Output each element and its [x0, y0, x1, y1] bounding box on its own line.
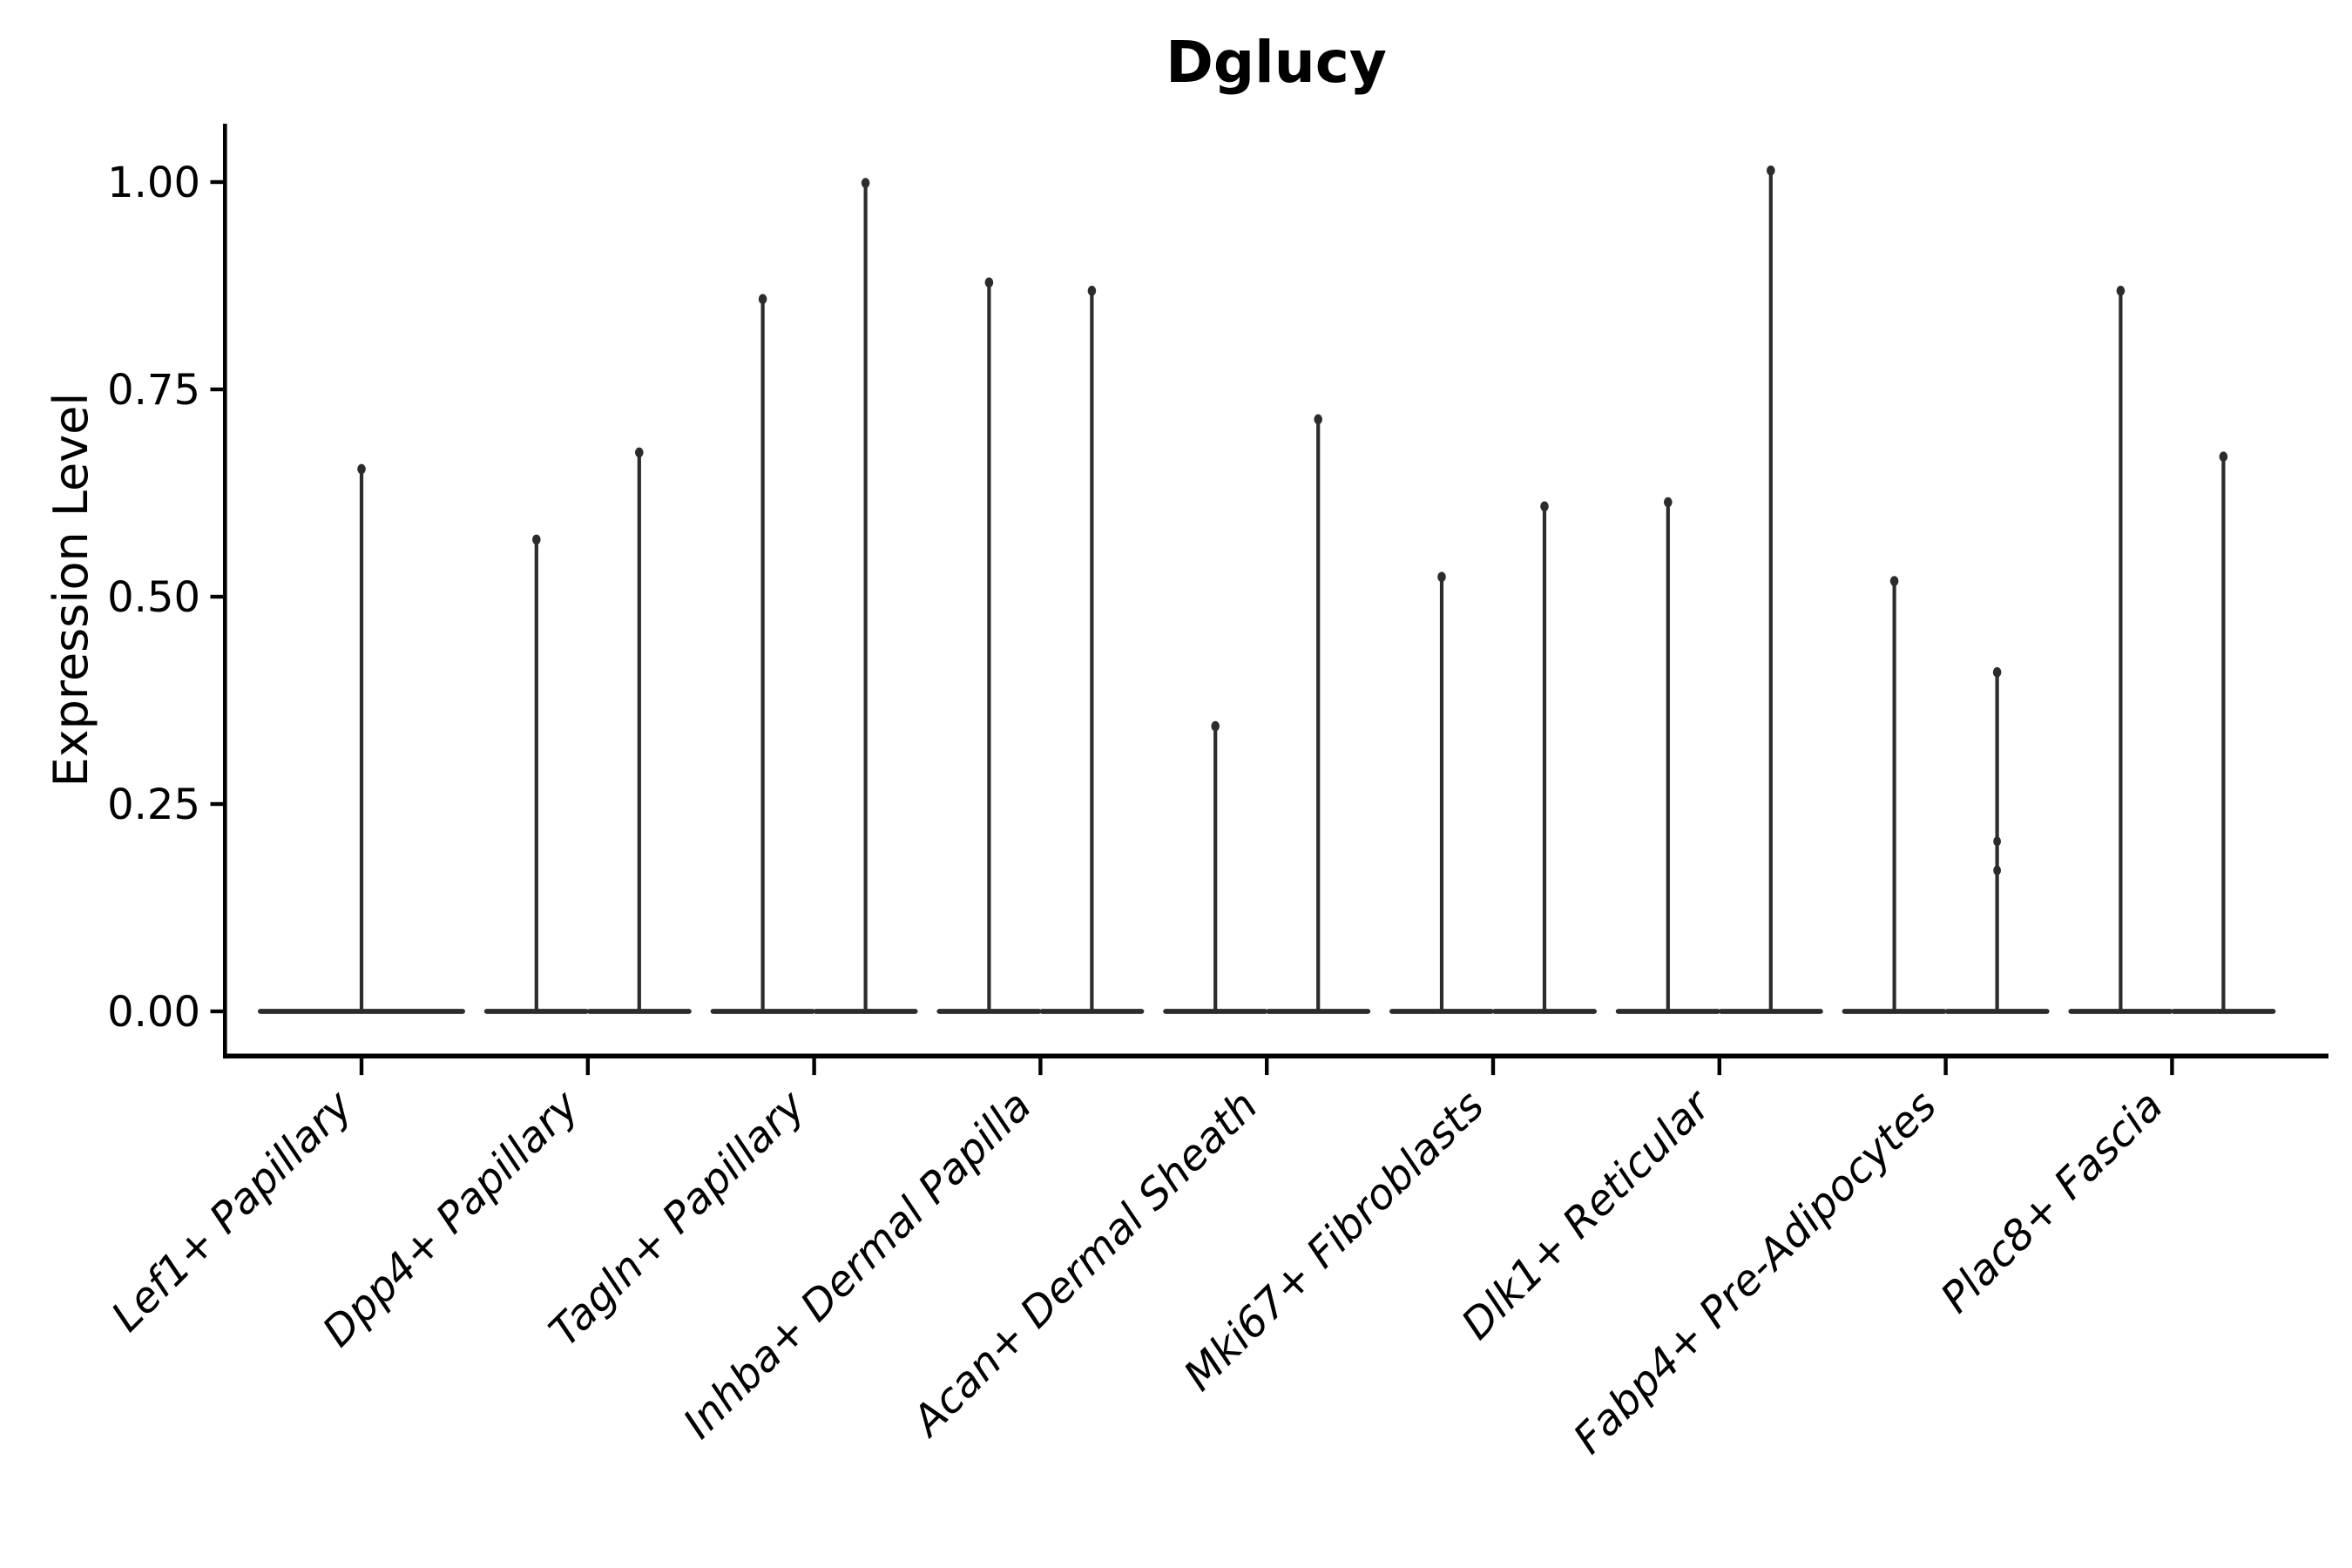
y-tick	[210, 1009, 224, 1014]
x-tick-label: Fabp4+ Pre-Adipocytes	[1565, 1081, 1947, 1463]
violin-spike	[2119, 288, 2123, 1011]
violin-spike	[1892, 578, 1896, 1011]
y-axis-spine	[223, 124, 227, 1059]
violin-spike-tip	[1664, 497, 1673, 508]
violin-spike	[1666, 499, 1670, 1011]
violin-spike-tip	[1437, 571, 1446, 583]
violin-spike-tip	[357, 463, 366, 475]
violin-spike-tip	[1087, 286, 1097, 296]
x-tick-label: Lef1+ Papillary	[102, 1081, 362, 1342]
violin-spike	[1768, 167, 1773, 1011]
violin-spike-tip	[2116, 286, 2126, 296]
violin-spike	[359, 466, 364, 1011]
violin-spike-tip	[1211, 720, 1220, 732]
x-tick-label: Dlk1+ Reticular	[1452, 1079, 1722, 1349]
violin-spike-tip	[1314, 414, 1322, 425]
violin-spike	[1542, 504, 1547, 1011]
y-tick	[210, 594, 224, 599]
violin-spike	[1213, 723, 1218, 1011]
y-tick-label: 0.00	[107, 988, 200, 1037]
x-tick	[359, 1058, 364, 1076]
x-axis-spine	[223, 1053, 2328, 1059]
violin-spike-tip	[532, 534, 541, 545]
violin-spike	[863, 180, 868, 1012]
y-tick-label: 0.25	[107, 781, 200, 829]
violin-spike	[2221, 454, 2226, 1011]
violin-spike	[1439, 574, 1444, 1011]
violin-spike	[534, 537, 538, 1011]
violin-spike-tip	[635, 447, 644, 458]
violin-spike-tip	[861, 178, 870, 188]
y-tick-label: 1.00	[107, 159, 200, 207]
y-tick-label: 0.50	[107, 573, 200, 622]
violin-spike-tip	[984, 277, 994, 288]
y-tick	[210, 179, 224, 185]
violin-density-bump	[1993, 836, 2002, 847]
x-tick	[1038, 1058, 1043, 1076]
x-tick	[1265, 1058, 1269, 1076]
violin-spike-tip	[758, 294, 767, 305]
violin-spike	[1316, 416, 1321, 1011]
x-tick	[585, 1058, 590, 1076]
x-tick	[1717, 1058, 1721, 1076]
violin-spike-tip	[1992, 666, 2002, 678]
violin-spike-tip	[1540, 501, 1549, 512]
violin-spike	[1090, 288, 1094, 1011]
x-tick	[1943, 1058, 1948, 1076]
violin-spike-tip	[1767, 165, 1775, 176]
y-tick	[210, 801, 224, 807]
y-tick	[210, 387, 224, 392]
violin-spike	[637, 449, 641, 1011]
x-tick	[812, 1058, 816, 1076]
violin-spike-tip	[2219, 451, 2228, 462]
violin-density-bump	[1993, 865, 2002, 875]
x-tick-label: Plac8+ Fascia	[1931, 1081, 2173, 1322]
y-tick-label: 0.75	[107, 366, 200, 415]
violin-spike	[987, 280, 991, 1012]
x-tick	[2170, 1058, 2174, 1076]
violin-spike-tip	[1889, 576, 1899, 586]
chart-title: Dglucy	[1166, 29, 1387, 96]
x-tick	[1490, 1058, 1496, 1076]
violin-spike	[760, 296, 765, 1011]
